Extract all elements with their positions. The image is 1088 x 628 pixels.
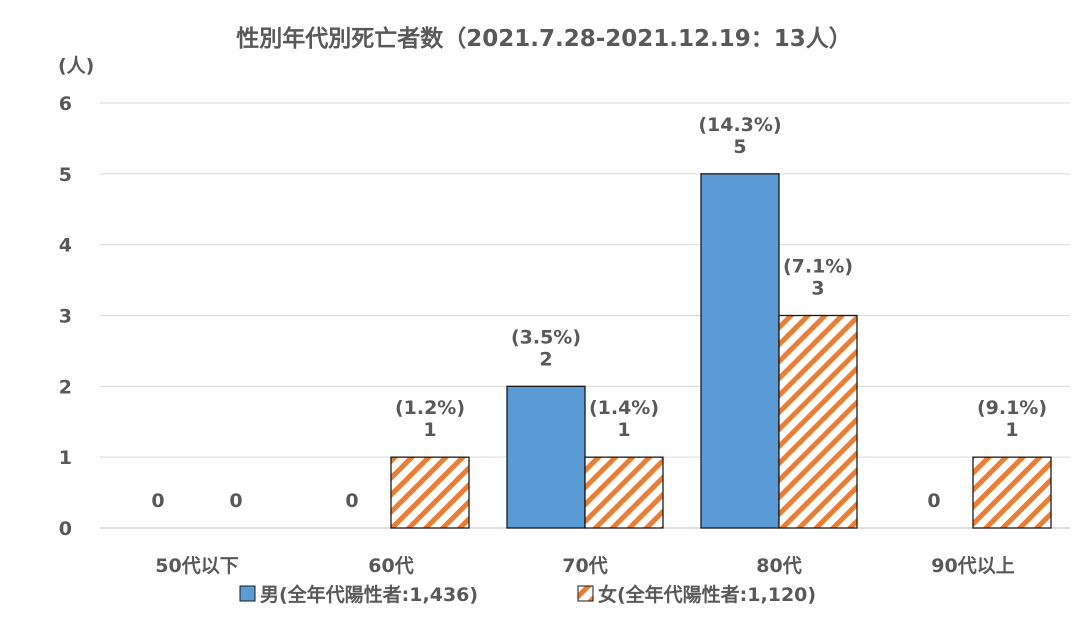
x-tick-label: 80代 [756,555,801,577]
x-axis-ticks: 50代以下 60代 70代 80代 90代以上 [155,555,1014,577]
data-label-value: 1 [617,419,630,441]
x-tick-label: 60代 [368,555,413,577]
bar-male [700,173,780,529]
legend-label: 女(全年代陽性者:1,120) [598,583,816,606]
data-label-value: 2 [539,348,552,370]
data-labels: 0 0 01(1.2%)2(3.5%)1(1.4%)5(14.3%)3(7.1%)0… [151,114,1047,512]
chart-title: 性別年代別死亡者数（2021.7.28-2021.12.19：13人） [236,25,852,52]
bar-male [506,385,586,529]
data-label-percent: (1.4%) [589,397,659,419]
legend: 男(全年代陽性者:1,436) 女(全年代陽性者:1,120) [239,583,816,606]
data-label-percent: (7.1%) [783,256,853,278]
data-label-value: 1 [1005,419,1018,441]
x-tick-label: 50代以下 [155,555,238,577]
y-tick-label: 5 [59,164,72,186]
data-label-value: 0 [927,490,940,512]
legend-swatch [577,585,594,602]
data-label-value: 0 [229,490,242,512]
data-label-value: 3 [811,278,824,300]
bar-female [778,314,858,529]
y-axis-unit-label: (人) [58,55,94,77]
x-tick-label: 70代 [562,555,607,577]
bar-female [584,456,664,529]
data-label-value: 5 [733,136,746,158]
data-label-percent: (14.3%) [698,114,781,136]
legend-swatch [239,585,256,602]
data-label-value: 0 [345,490,358,512]
bar-female [972,456,1052,529]
data-label-percent: (3.5%) [511,326,581,348]
y-tick-label: 6 [59,93,72,115]
x-tick-label: 90代以上 [931,555,1014,577]
y-tick-label: 0 [59,518,72,540]
bar-female [390,456,470,529]
bars [390,173,1052,529]
data-label-percent: (1.2%) [395,397,465,419]
data-label-value: 1 [423,419,436,441]
data-label-percent: (9.1%) [977,397,1047,419]
y-tick-label: 2 [59,376,72,398]
data-label-value: 0 [151,490,164,512]
y-tick-label: 4 [59,235,72,257]
y-tick-label: 3 [59,306,72,328]
y-tick-label: 1 [59,447,72,469]
y-axis-ticks: 0 1 2 3 4 5 6 [59,93,72,540]
legend-label: 男(全年代陽性者:1,436) [260,583,478,606]
